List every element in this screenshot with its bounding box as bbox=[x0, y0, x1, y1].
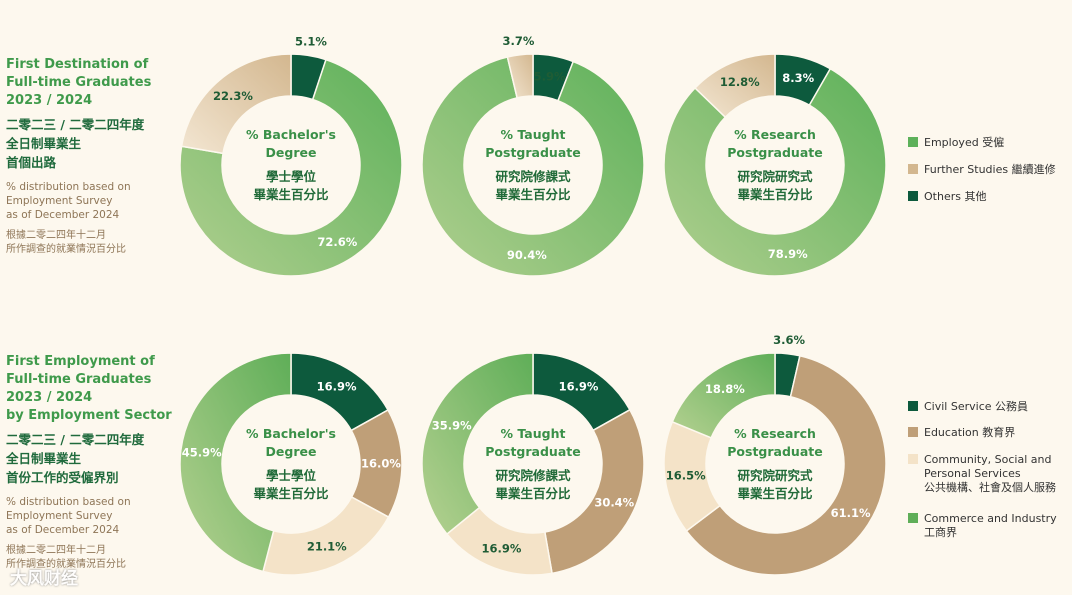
legend-label-further-studies: Further Studies 繼續進修 bbox=[924, 163, 1056, 176]
donut-4-center-line-1: % Bachelor's bbox=[246, 426, 336, 441]
donut-2-center-line-3: 研究院修課式 bbox=[495, 169, 571, 184]
legend-swatch-civil-service bbox=[908, 401, 918, 411]
donut-3-label-further-studies: 12.8% bbox=[720, 75, 760, 89]
donut-4-center-line-3: 學士學位 bbox=[266, 468, 317, 483]
legend-label-education: Education 教育界 bbox=[924, 426, 1016, 439]
section2-note-zh: 根據二零二四年十二月 所作調查的就業情況百分比 bbox=[6, 545, 126, 570]
section2-title-zh: 二零二三 / 二零二四年度 全日制畢業生 首份工作的受僱界別 bbox=[6, 432, 145, 485]
donut-4-center-line-4: 畢業生百分比 bbox=[253, 486, 329, 501]
donut-1-slice-further-studies bbox=[180, 53, 292, 155]
legend-swatch-community bbox=[908, 454, 918, 464]
donut-5-label-civil-service: 16.9% bbox=[559, 379, 599, 393]
donut-6-center-line-4: 畢業生百分比 bbox=[737, 486, 813, 501]
legend-label-commerce: Commerce and Industry 工商界 bbox=[924, 512, 1057, 539]
donut-3-label-employed: 78.9% bbox=[768, 247, 808, 261]
section1-text: First Destination of Full-time Graduates… bbox=[6, 56, 181, 257]
donut-2-center-line-1: % Taught bbox=[501, 127, 566, 142]
legend-label-community: Community, Social and Personal Services … bbox=[924, 453, 1056, 494]
donut-3-center-line-3: 研究院研究式 bbox=[737, 169, 813, 184]
donut-4-label-community-social-and-personal-services: 21.1% bbox=[307, 540, 347, 554]
donut-6-center-line-2: Postgraduate bbox=[727, 444, 822, 459]
donut-1-center-line-3: 學士學位 bbox=[266, 169, 317, 184]
section2-title-en: First Employment of Full-time Graduates … bbox=[6, 354, 172, 423]
donut-2-label-employed: 90.4% bbox=[507, 248, 547, 262]
donut-4-center-line-2: Degree bbox=[266, 444, 317, 459]
donut-4-label-civil-service: 16.9% bbox=[317, 379, 357, 393]
donut-1-label-employed: 72.6% bbox=[317, 235, 357, 249]
section1-note-zh: 根據二零二四年十二月 所作調查的就業情況百分比 bbox=[6, 230, 126, 255]
donut-1-center-line-1: % Bachelor's bbox=[246, 127, 336, 142]
donut-6-label-civil-service: 3.6% bbox=[773, 333, 805, 347]
legend-label-civil-service: Civil Service 公務員 bbox=[924, 400, 1029, 413]
donut-2-slice-further-studies bbox=[506, 53, 534, 99]
donut-6-label-community-social-and-personal-services: 16.5% bbox=[666, 469, 706, 483]
donut-6-center-line-1: % Research bbox=[734, 426, 816, 441]
legend-swatch-further-studies bbox=[908, 164, 918, 174]
donut-1-center-line-4: 畢業生百分比 bbox=[253, 187, 329, 202]
donut-3-label-others: 8.3% bbox=[782, 71, 814, 85]
donut-1-slice-employed bbox=[179, 58, 403, 277]
donut-5-center-line-2: Postgraduate bbox=[485, 444, 580, 459]
legend-swatch-education bbox=[908, 427, 918, 437]
donut-2-label-others: 5.9% bbox=[534, 70, 566, 84]
donut-3-slice-employed bbox=[663, 67, 887, 277]
donut-3-slice-further-studies bbox=[693, 53, 776, 119]
watermark-text: 大风财经 bbox=[10, 569, 78, 589]
donut-4-label-commerce-and-industry: 45.9% bbox=[182, 446, 222, 460]
donut-5-label-commerce-and-industry: 35.9% bbox=[432, 418, 472, 432]
donut-6-label-commerce-and-industry: 18.8% bbox=[705, 382, 745, 396]
donut-2-slice-employed bbox=[421, 56, 645, 277]
donut-1-label-further-studies: 22.3% bbox=[213, 89, 253, 103]
legend-swatch-employed bbox=[908, 137, 918, 147]
donut-2-label-further-studies: 3.7% bbox=[503, 34, 535, 48]
donut-1-center-line-2: Degree bbox=[266, 145, 317, 160]
section2-text: First Employment of Full-time Graduates … bbox=[6, 353, 181, 572]
donut-6-slice-education bbox=[685, 354, 887, 576]
donut-6-label-education: 61.1% bbox=[831, 506, 871, 520]
donut-5-center-line-1: % Taught bbox=[501, 426, 566, 441]
section1-title-zh: 二零二三 / 二零二四年度 全日制畢業生 首個出路 bbox=[6, 117, 145, 170]
section2-note-en: % distribution based on Employment Surve… bbox=[6, 496, 131, 536]
section1-note-en: % distribution based on Employment Surve… bbox=[6, 181, 131, 221]
donut-5-label-community-social-and-personal-services: 16.9% bbox=[482, 541, 522, 555]
donut-4-slice-community-social-and-personal-services bbox=[262, 495, 390, 576]
donut-2-center-line-4: 畢業生百分比 bbox=[495, 187, 571, 202]
donut-5-label-education: 30.4% bbox=[594, 496, 634, 510]
donut-4-label-education: 16.0% bbox=[361, 457, 401, 471]
donut-1-label-others: 5.1% bbox=[295, 35, 327, 49]
donut-6-slice-commerce-and-industry bbox=[671, 352, 776, 439]
donut-3-center-line-1: % Research bbox=[734, 127, 816, 142]
donut-3-center-line-4: 畢業生百分比 bbox=[737, 187, 813, 202]
section1-title-en: First Destination of Full-time Graduates… bbox=[6, 57, 152, 108]
legend-label-others: Others 其他 bbox=[924, 190, 987, 203]
donut-5-slice-education bbox=[543, 408, 645, 575]
donut-5-center-line-4: 畢業生百分比 bbox=[495, 486, 571, 501]
donut-5-center-line-3: 研究院修課式 bbox=[495, 468, 571, 483]
donut-2-center-line-2: Postgraduate bbox=[485, 145, 580, 160]
legend-swatch-commerce bbox=[908, 513, 918, 523]
legend-swatch-others bbox=[908, 191, 918, 201]
donut-5-slice-commerce-and-industry bbox=[421, 352, 534, 536]
donut-4-slice-commerce-and-industry bbox=[179, 352, 292, 573]
donut-6-center-line-3: 研究院研究式 bbox=[737, 468, 813, 483]
legend-label-employed: Employed 受僱 bbox=[924, 136, 1005, 149]
donut-3-center-line-2: Postgraduate bbox=[727, 145, 822, 160]
